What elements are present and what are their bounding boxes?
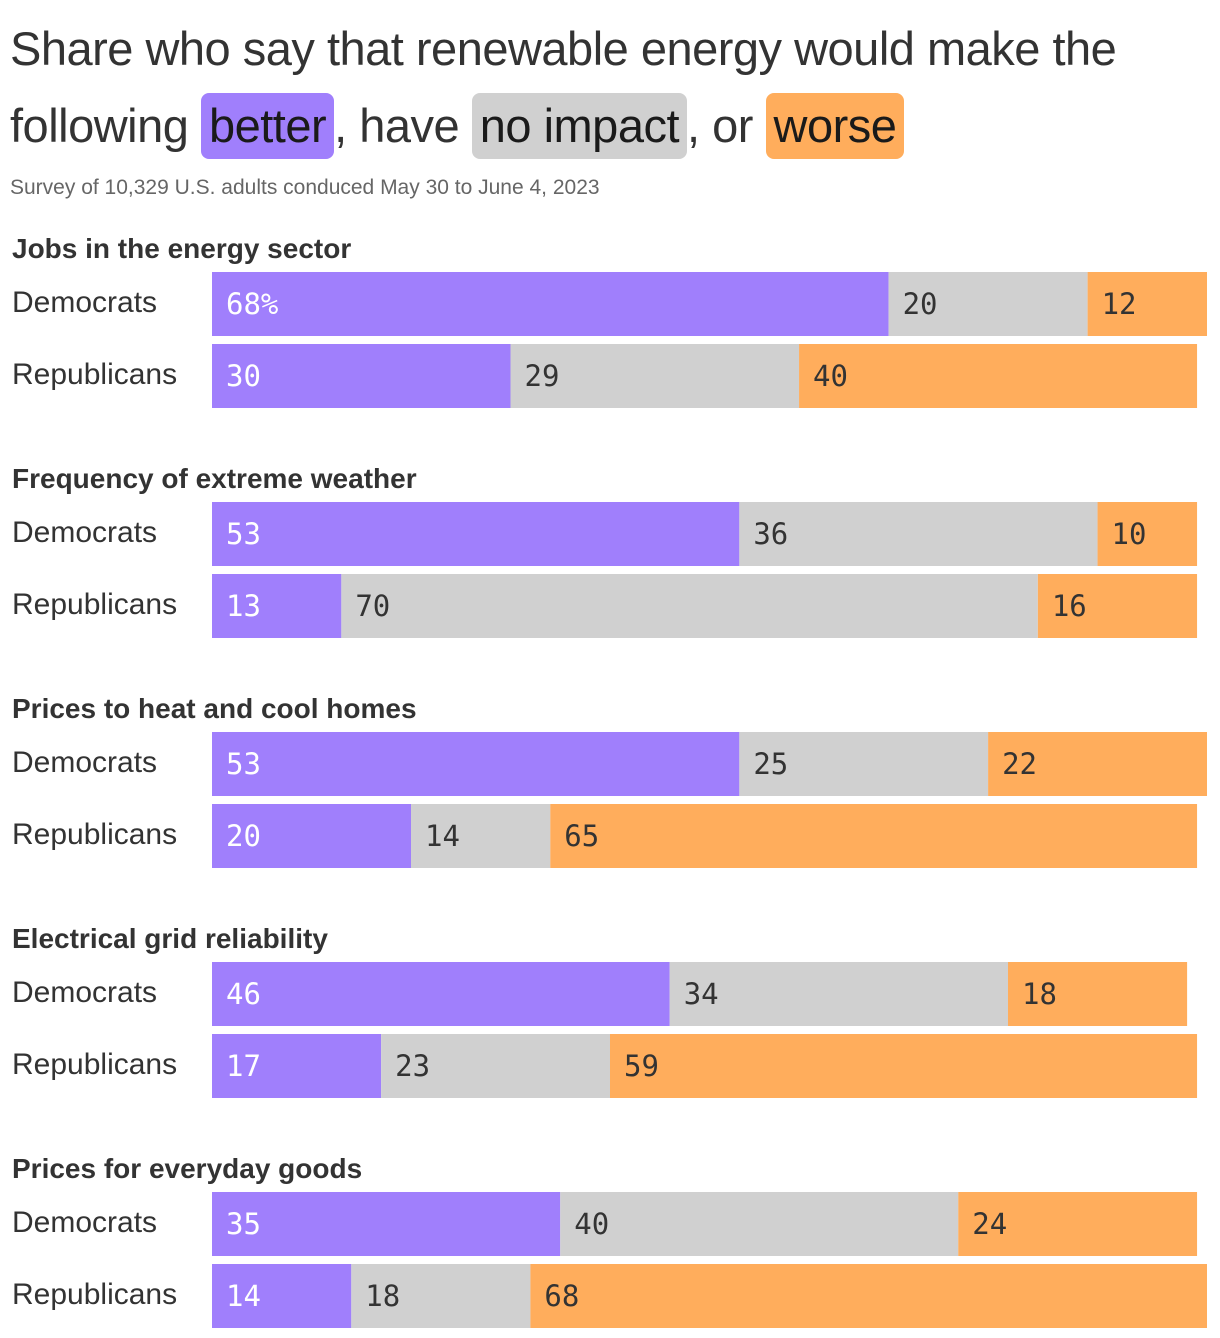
title-part-1: Share who say that renewable energy woul…: [10, 22, 1117, 152]
title-part-3: , or: [687, 99, 753, 152]
data-label: 30: [226, 359, 261, 393]
data-label: 68: [544, 1279, 579, 1313]
title-part-2: , have: [334, 99, 460, 152]
data-label: 13: [226, 589, 261, 623]
data-label: 46: [226, 977, 261, 1011]
data-label: 68%: [226, 287, 278, 321]
bar-segment: [381, 1034, 610, 1098]
bar-segment: [212, 344, 511, 408]
data-label: 10: [1112, 517, 1147, 551]
bar-segment: [212, 272, 889, 336]
data-label: 17: [226, 1049, 261, 1083]
row-label: Democrats: [12, 1206, 157, 1239]
data-label: 53: [226, 747, 261, 781]
row-label: Republicans: [12, 818, 177, 851]
data-label: 18: [365, 1279, 400, 1313]
bar-segment: [1087, 272, 1207, 336]
bar-segment: [888, 272, 1088, 336]
group-title: Electrical grid reliability: [12, 923, 328, 954]
bar-segment: [212, 574, 342, 638]
data-label: 34: [684, 977, 719, 1011]
legend-better-highlight: better: [200, 93, 335, 159]
row-label: Democrats: [12, 516, 157, 549]
chart-subtitle: Survey of 10,329 U.S. adults conduced Ma…: [10, 176, 600, 199]
bar-segment: [212, 1034, 382, 1098]
bar-segment: [560, 1192, 959, 1256]
bar-segment: [341, 574, 1038, 638]
bar-segment: [988, 732, 1207, 796]
data-label: 12: [1102, 287, 1137, 321]
row-label: Democrats: [12, 976, 157, 1009]
data-label: 14: [425, 819, 460, 853]
data-label: 20: [903, 287, 938, 321]
bar-segment: [958, 1192, 1198, 1256]
bar-segment: [510, 344, 800, 408]
data-label: 20: [226, 819, 261, 853]
bar-segment: [739, 502, 1098, 566]
data-label: 40: [813, 359, 848, 393]
bar-segment: [1037, 574, 1198, 638]
data-label: 59: [624, 1049, 659, 1083]
data-label: 18: [1022, 977, 1057, 1011]
legend-worse-highlight: worse: [765, 93, 905, 159]
row-label: Republicans: [12, 588, 177, 621]
group-title: Prices for everyday goods: [12, 1153, 362, 1184]
data-label: 14: [226, 1279, 261, 1313]
data-label: 53: [226, 517, 261, 551]
bar-segment: [212, 732, 740, 796]
chart-title: Share who say that renewable energy woul…: [10, 10, 1210, 164]
data-label: 29: [525, 359, 560, 393]
data-label: 25: [753, 747, 788, 781]
data-label: 40: [574, 1207, 609, 1241]
bar-segment: [669, 962, 1008, 1026]
row-label: Democrats: [12, 746, 157, 779]
data-label: 65: [564, 819, 599, 853]
bar-segment: [739, 732, 989, 796]
bar-segment: [610, 1034, 1198, 1098]
bar-segment: [212, 502, 740, 566]
bar-segment: [550, 804, 1198, 868]
row-label: Republicans: [12, 1048, 177, 1081]
row-label: Republicans: [12, 1278, 177, 1311]
bar-segment: [1097, 502, 1198, 566]
data-label: 23: [395, 1049, 430, 1083]
legend-no-impact-highlight: no impact: [471, 93, 688, 159]
data-label: 36: [753, 517, 788, 551]
data-label: 16: [1052, 589, 1087, 623]
bar-segment: [212, 1192, 561, 1256]
bar-segment: [1008, 962, 1188, 1026]
bar-segment: [530, 1264, 1207, 1328]
bar-segment: [212, 804, 411, 868]
data-label: 22: [1002, 747, 1037, 781]
data-label: 70: [355, 589, 390, 623]
data-label: 24: [972, 1207, 1007, 1241]
bar-segment: [351, 1264, 531, 1328]
data-label: 35: [226, 1207, 261, 1241]
group-title: Frequency of extreme weather: [12, 463, 417, 494]
row-label: Republicans: [12, 358, 177, 391]
bar-segment: [212, 1264, 352, 1328]
bar-segment: [799, 344, 1198, 408]
group-title: Prices to heat and cool homes: [12, 693, 417, 724]
bar-segment: [411, 804, 551, 868]
bar-segment: [212, 962, 670, 1026]
row-label: Democrats: [12, 286, 157, 319]
group-title: Jobs in the energy sector: [12, 233, 351, 264]
